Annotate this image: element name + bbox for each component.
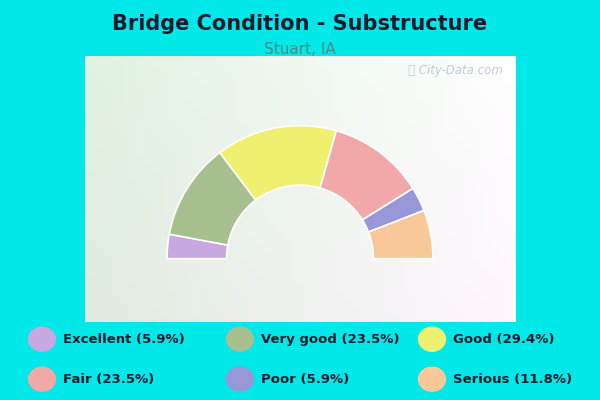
Text: Excellent (5.9%): Excellent (5.9%) (63, 333, 185, 346)
Ellipse shape (29, 327, 56, 351)
Wedge shape (220, 126, 337, 200)
Wedge shape (368, 210, 433, 259)
Text: Good (29.4%): Good (29.4%) (453, 333, 554, 346)
Ellipse shape (227, 367, 254, 391)
Text: Bridge Condition - Substructure: Bridge Condition - Substructure (112, 14, 488, 34)
Text: Poor (5.9%): Poor (5.9%) (261, 373, 349, 386)
Ellipse shape (419, 367, 445, 391)
Text: Stuart, IA: Stuart, IA (264, 42, 336, 57)
Text: Fair (23.5%): Fair (23.5%) (63, 373, 154, 386)
Text: Serious (11.8%): Serious (11.8%) (453, 373, 572, 386)
Wedge shape (169, 152, 256, 245)
Wedge shape (362, 188, 424, 232)
Wedge shape (320, 131, 413, 220)
Text: Very good (23.5%): Very good (23.5%) (261, 333, 400, 346)
Ellipse shape (419, 327, 445, 351)
Ellipse shape (227, 327, 254, 351)
Ellipse shape (29, 367, 56, 391)
Wedge shape (167, 234, 228, 259)
Text: ⓘ City-Data.com: ⓘ City-Data.com (407, 64, 502, 77)
